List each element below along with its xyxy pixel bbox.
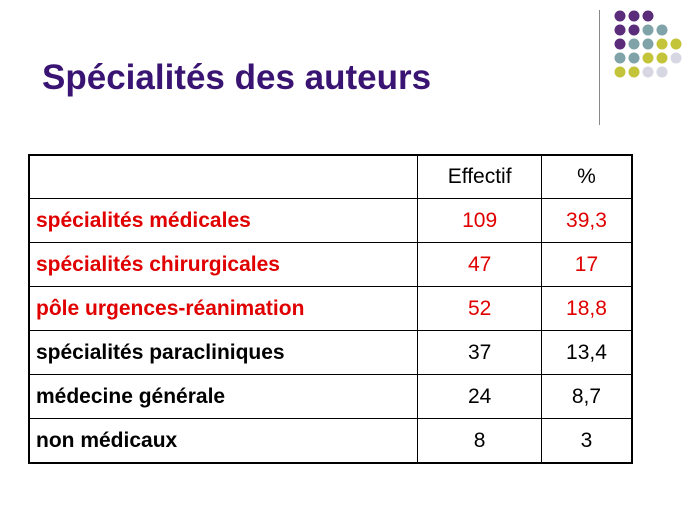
row-percent: 3 xyxy=(540,418,633,464)
row-effectif: 8 xyxy=(417,418,542,464)
header-cell-effectif: Effectif xyxy=(417,154,542,199)
dot xyxy=(670,52,682,64)
row-effectif: 109 xyxy=(417,198,542,243)
table-row: spécialités chirurgicales 47 17 xyxy=(28,242,633,287)
row-percent: 8,7 xyxy=(540,374,633,419)
table-header-row: Effectif % xyxy=(28,154,633,199)
dot xyxy=(642,66,654,78)
dot xyxy=(614,10,626,22)
decorative-divider xyxy=(599,10,600,125)
row-label: spécialités médicales xyxy=(28,198,419,243)
dot xyxy=(656,66,668,78)
row-label: spécialités chirurgicales xyxy=(28,242,419,287)
table-row: spécialités paracliniques 37 13,4 xyxy=(28,330,633,375)
header-cell-label xyxy=(28,154,419,199)
decorative-dot-grid-icon xyxy=(614,10,682,78)
table-row: pôle urgences-réanimation 52 18,8 xyxy=(28,286,633,331)
row-effectif: 52 xyxy=(417,286,542,331)
row-percent: 18,8 xyxy=(540,286,633,331)
table-row: non médicaux 8 3 xyxy=(28,418,633,464)
dot xyxy=(670,38,682,50)
specialties-table: Effectif % spécialités médicales 109 39,… xyxy=(28,154,633,464)
dot xyxy=(642,52,654,64)
dot xyxy=(642,10,654,22)
slide-title: Spécialités des auteurs xyxy=(42,58,432,97)
dot xyxy=(628,52,640,64)
dot xyxy=(642,38,654,50)
dot xyxy=(642,24,654,36)
dot xyxy=(656,38,668,50)
dot xyxy=(628,24,640,36)
row-percent: 39,3 xyxy=(540,198,633,243)
dot xyxy=(656,52,668,64)
dot xyxy=(614,66,626,78)
dot xyxy=(628,66,640,78)
table-row: médecine générale 24 8,7 xyxy=(28,374,633,419)
row-percent: 17 xyxy=(540,242,633,287)
row-label: médecine générale xyxy=(28,374,419,419)
dot xyxy=(628,38,640,50)
row-label: spécialités paracliniques xyxy=(28,330,419,375)
dot xyxy=(628,10,640,22)
row-effectif: 47 xyxy=(417,242,542,287)
row-percent: 13,4 xyxy=(540,330,633,375)
row-effectif: 24 xyxy=(417,374,542,419)
dot xyxy=(614,52,626,64)
row-label: non médicaux xyxy=(28,418,419,464)
header-cell-percent: % xyxy=(540,154,633,199)
table-row: spécialités médicales 109 39,3 xyxy=(28,198,633,243)
row-effectif: 37 xyxy=(417,330,542,375)
dot xyxy=(614,38,626,50)
row-label: pôle urgences-réanimation xyxy=(28,286,419,331)
dot xyxy=(656,24,668,36)
dot xyxy=(614,24,626,36)
